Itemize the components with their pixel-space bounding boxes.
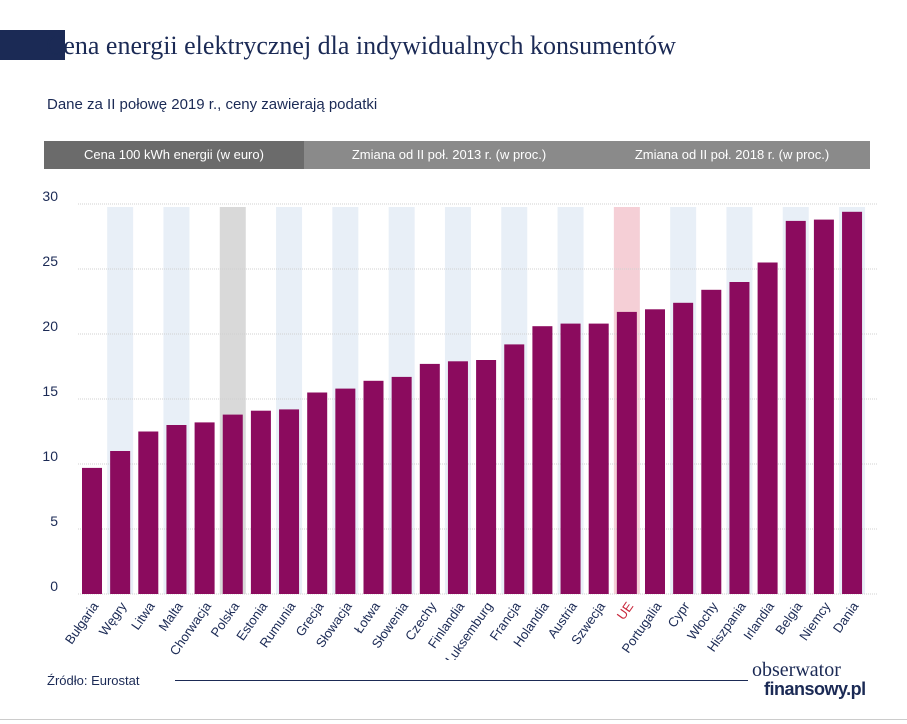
- title-block: Cena energii elektrycznej dla indywidual…: [0, 30, 907, 60]
- bar: [194, 422, 215, 594]
- bar: [673, 302, 694, 594]
- bar: [363, 380, 384, 594]
- tab-change-2013[interactable]: Zmiana od II poł. 2013 r. (w proc.): [351, 147, 547, 162]
- bar: [250, 410, 271, 594]
- bar: [279, 409, 300, 594]
- bottom-divider: [0, 719, 907, 720]
- bar: [222, 414, 243, 594]
- logo-line-2: finansowy.pl: [764, 679, 866, 699]
- y-tick-label: 30: [42, 190, 58, 204]
- page-title: Cena energii elektrycznej dla indywidual…: [46, 31, 676, 60]
- tab-price[interactable]: Cena 100 kWh energii (w euro): [44, 141, 304, 169]
- x-tick-label: UE: [614, 599, 637, 623]
- x-tick-label: Irlandia: [740, 598, 777, 642]
- bar: [307, 392, 328, 594]
- bar: [729, 282, 750, 594]
- bar: [110, 451, 131, 594]
- bar: [701, 289, 722, 594]
- bar: [166, 425, 187, 594]
- bar: [335, 388, 356, 594]
- bar-chart: 051015202530BułgariaWęgryLitwaMaltaChorw…: [42, 190, 878, 660]
- bar: [757, 262, 778, 594]
- x-tick-label: Dania: [830, 598, 862, 635]
- bar: [138, 431, 159, 594]
- x-tick-label: Cypr: [665, 599, 693, 631]
- y-tick-label: 10: [42, 448, 58, 464]
- bar: [476, 360, 497, 594]
- bar: [560, 323, 581, 594]
- y-tick-label: 25: [42, 253, 58, 269]
- bar: [419, 363, 440, 594]
- x-tick-label: Litwa: [128, 598, 158, 632]
- y-tick-label: 15: [42, 383, 58, 399]
- source-note: Źródło: Eurostat: [47, 673, 140, 688]
- bar: [532, 326, 553, 594]
- bar: [391, 376, 412, 594]
- y-tick-label: 5: [50, 513, 58, 529]
- bar: [785, 220, 806, 594]
- logo[interactable]: obserwator finansowy.pl: [752, 660, 872, 698]
- bar: [504, 344, 525, 594]
- bar: [447, 361, 468, 594]
- footer-divider: [175, 680, 748, 681]
- bar: [842, 211, 863, 595]
- x-tick-label: Węgry: [96, 599, 130, 639]
- tab-change-2018[interactable]: Zmiana od II poł. 2018 r. (w proc.): [634, 147, 830, 162]
- bar: [616, 311, 637, 594]
- bar: [645, 309, 665, 594]
- y-tick-label: 20: [42, 318, 58, 334]
- y-tick-label: 0: [50, 578, 58, 594]
- x-tick-label: Bułgaria: [62, 598, 102, 646]
- bar: [588, 323, 609, 594]
- bar: [82, 467, 102, 594]
- logo-line-1: obserwator: [752, 659, 841, 681]
- bar: [813, 219, 834, 594]
- page-subtitle: Dane za II połowę 2019 r., ceny zawieraj…: [47, 96, 378, 113]
- title-accent-bar: [0, 30, 65, 60]
